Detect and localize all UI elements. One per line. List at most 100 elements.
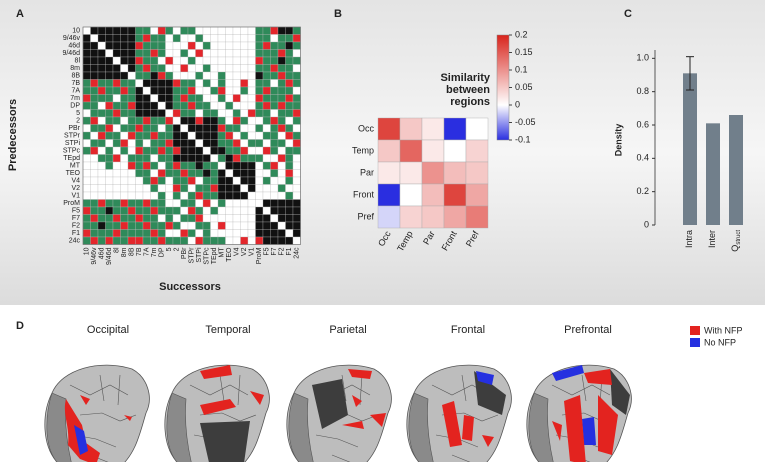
matrix-cell	[158, 192, 166, 200]
legend-label: With NFP	[704, 325, 743, 335]
matrix-cell	[196, 50, 204, 58]
matrix-cell	[188, 170, 196, 178]
matrix-cell	[128, 215, 136, 223]
matrix-cell	[226, 200, 234, 208]
matrix-cell	[256, 132, 264, 140]
matrix-cell	[151, 177, 159, 185]
matrix-cell	[256, 155, 264, 163]
matrix-cell	[128, 230, 136, 238]
matrix-cell	[173, 162, 181, 170]
matrix-cell	[241, 207, 249, 215]
matrix-cell	[136, 132, 144, 140]
matrix-cell	[286, 140, 294, 148]
matrix-cell	[211, 200, 219, 208]
matrix-cell	[136, 147, 144, 155]
matrix-cell	[143, 222, 151, 230]
matrix-cell	[278, 162, 286, 170]
matrix-cell	[241, 162, 249, 170]
matrix-cell	[263, 27, 271, 35]
matrix-cell	[211, 50, 219, 58]
y-tick-label: 0.8	[636, 86, 649, 96]
matrix-cell	[173, 80, 181, 88]
matrix-cell	[106, 177, 114, 185]
matrix-cell	[106, 35, 114, 43]
matrix-cell	[293, 207, 301, 215]
matrix-cell	[121, 117, 129, 125]
matrix-cell	[188, 27, 196, 35]
matrix-cell	[256, 125, 264, 133]
matrix-cell	[248, 110, 256, 118]
matrix-cell	[128, 35, 136, 43]
matrix-cell	[83, 27, 91, 35]
matrix-cell	[181, 230, 189, 238]
matrix-cell	[233, 207, 241, 215]
matrix-cell	[151, 207, 159, 215]
matrix-cell	[181, 207, 189, 215]
colorbar-tick-label: 0.1	[515, 64, 528, 74]
matrix-cell	[173, 50, 181, 58]
matrix-cell	[188, 200, 196, 208]
legend-swatch	[690, 326, 700, 335]
matrix-cell	[211, 87, 219, 95]
matrix-cell	[121, 155, 129, 163]
brain-title: Occipital	[87, 324, 129, 336]
matrix-cell	[286, 192, 294, 200]
matrix-cell	[271, 57, 279, 65]
y-axis-label: Density	[613, 124, 623, 157]
matrix-cell	[143, 207, 151, 215]
matrix-cell	[83, 162, 91, 170]
matrix-cell	[151, 140, 159, 148]
matrix-cell	[121, 35, 129, 43]
matrix-cell	[188, 215, 196, 223]
matrix-cell	[128, 27, 136, 35]
matrix-cell	[181, 102, 189, 110]
matrix-cell	[113, 185, 121, 193]
matrix-cell	[143, 177, 151, 185]
matrix-cell	[256, 87, 264, 95]
matrix-cell	[128, 102, 136, 110]
matrix-cell	[218, 117, 226, 125]
matrix-cell	[248, 102, 256, 110]
matrix-cell	[106, 230, 114, 238]
matrix-cell	[188, 110, 196, 118]
matrix-cell	[256, 42, 264, 50]
matrix-cell	[151, 80, 159, 88]
matrix-cell	[263, 192, 271, 200]
matrix-cell	[196, 215, 204, 223]
matrix-cell	[218, 207, 226, 215]
matrix-cell	[91, 222, 99, 230]
matrix-cell	[83, 177, 91, 185]
matrix-cell	[196, 207, 204, 215]
column-label: 7A	[144, 247, 151, 256]
matrix-cell	[263, 50, 271, 58]
matrix-cell	[226, 50, 234, 58]
matrix-cell	[158, 125, 166, 133]
bar	[729, 115, 743, 225]
matrix-cell	[226, 117, 234, 125]
matrix-cell	[278, 192, 286, 200]
matrix-cell	[203, 192, 211, 200]
matrix-cell	[128, 80, 136, 88]
matrix-cell	[286, 42, 294, 50]
matrix-cell	[98, 155, 106, 163]
matrix-cell	[226, 95, 234, 103]
panel-label: A	[16, 8, 24, 20]
matrix-cell	[173, 125, 181, 133]
matrix-cell	[91, 87, 99, 95]
matrix-cell	[151, 222, 159, 230]
matrix-cell	[91, 192, 99, 200]
matrix-cell	[158, 72, 166, 80]
matrix-cell	[121, 215, 129, 223]
matrix-cell	[151, 155, 159, 163]
panel-d-brains	[45, 365, 631, 462]
matrix-cell	[91, 72, 99, 80]
matrix-cell	[196, 65, 204, 73]
x-tick-label: Inter	[707, 230, 717, 248]
matrix-cell	[83, 200, 91, 208]
matrix-cell	[218, 237, 226, 245]
matrix-cell	[196, 177, 204, 185]
matrix-cell	[173, 155, 181, 163]
matrix-cell	[241, 27, 249, 35]
bar	[683, 73, 697, 225]
heatmap-cell	[444, 184, 466, 206]
